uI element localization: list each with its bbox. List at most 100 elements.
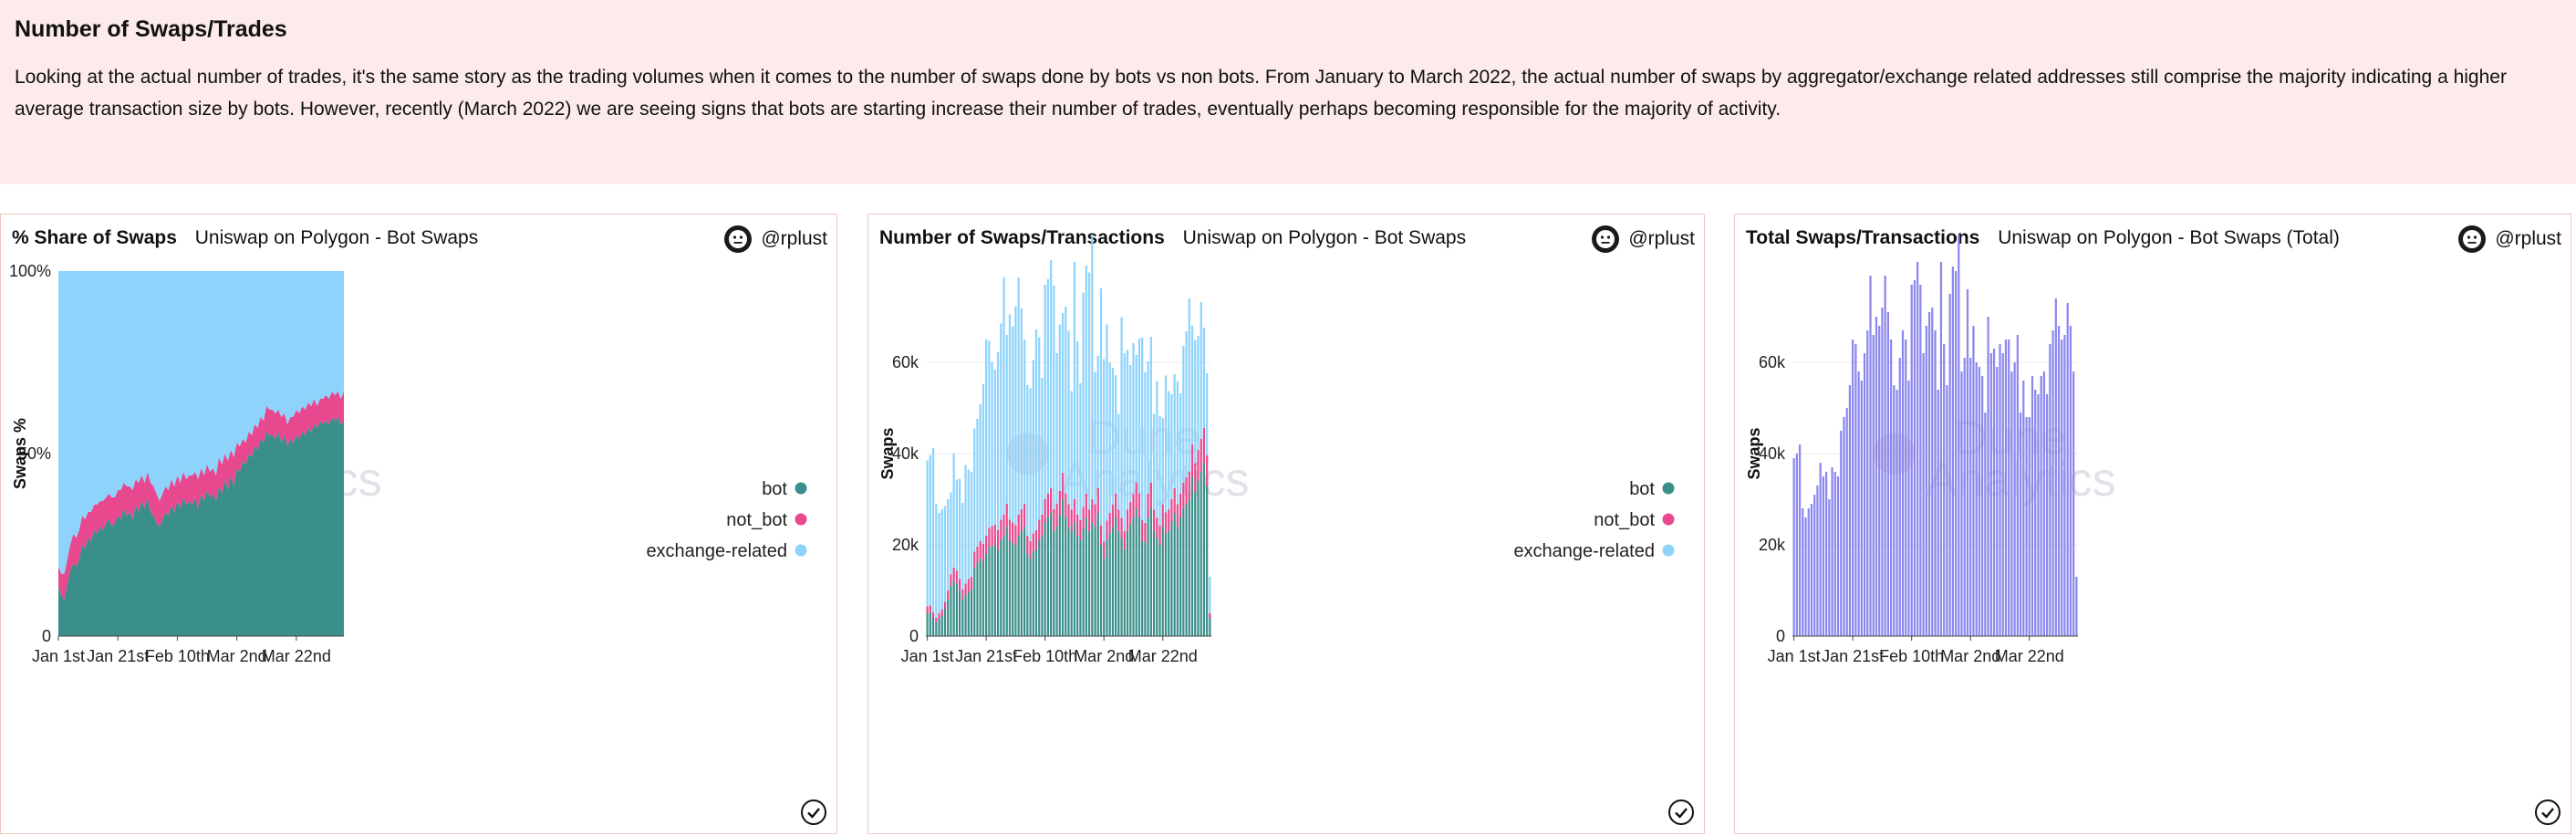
bar-not_bot bbox=[1137, 494, 1141, 517]
author[interactable]: @rplust bbox=[724, 225, 827, 253]
bar-exchange-related bbox=[1103, 359, 1106, 542]
bar-exchange-related bbox=[1173, 374, 1176, 488]
x-tick-label: Mar 2nd bbox=[1074, 647, 1134, 665]
bar-bot bbox=[1206, 486, 1209, 636]
bar-bot bbox=[1065, 517, 1067, 636]
bar-total bbox=[1934, 330, 1937, 636]
bar-not_bot bbox=[961, 590, 964, 600]
bar-not_bot bbox=[952, 568, 955, 581]
bar-not_bot bbox=[976, 547, 979, 563]
bar-total bbox=[1816, 486, 1819, 636]
bar-exchange-related bbox=[979, 404, 982, 541]
author-handle[interactable]: @rplust bbox=[2495, 228, 2561, 249]
bar-exchange-related bbox=[976, 419, 979, 547]
bar-exchange-related bbox=[1087, 272, 1091, 510]
bar-not_bot bbox=[1197, 450, 1200, 481]
bar-total bbox=[1922, 353, 1925, 636]
card-title: % Share of Swaps Uniswap on Polygon - Bo… bbox=[12, 227, 478, 249]
author[interactable]: @rplust bbox=[2458, 225, 2561, 253]
bar-bot bbox=[1002, 536, 1005, 636]
bar-exchange-related bbox=[967, 469, 970, 580]
bar-exchange-related bbox=[929, 455, 931, 606]
bar-exchange-related bbox=[1144, 372, 1147, 523]
text-panel: Number of Swaps/Trades Looking at the ac… bbox=[0, 0, 2576, 184]
bar-not_bot bbox=[1164, 512, 1168, 534]
bar-bot bbox=[1182, 508, 1185, 636]
bar-total bbox=[1857, 371, 1860, 636]
author[interactable]: @rplust bbox=[1592, 225, 1695, 253]
bar-exchange-related bbox=[1073, 262, 1076, 499]
bar-total bbox=[1807, 508, 1810, 636]
author-handle[interactable]: @rplust bbox=[761, 228, 827, 249]
bar-total bbox=[1822, 476, 1824, 636]
bar-not_bot bbox=[985, 536, 988, 554]
bar-total bbox=[1798, 444, 1802, 636]
bar-total bbox=[1946, 385, 1948, 636]
bar-exchange-related bbox=[955, 479, 958, 571]
bar-bot bbox=[991, 546, 993, 636]
bar-not_bot bbox=[940, 610, 943, 616]
bar-exchange-related bbox=[1096, 356, 1099, 488]
bar-total bbox=[1845, 408, 1848, 636]
bar-total bbox=[1999, 344, 2001, 636]
bar-not_bot bbox=[1038, 519, 1041, 540]
bar-total bbox=[2049, 344, 2051, 636]
bar-not_bot bbox=[993, 525, 996, 545]
x-tick-label: Mar 22nd bbox=[1128, 647, 1198, 665]
x-tick-label: Mar 2nd bbox=[207, 647, 267, 665]
bar-bot bbox=[1050, 513, 1053, 636]
neutral-face-icon[interactable] bbox=[724, 225, 753, 253]
bar-not_bot bbox=[955, 570, 958, 584]
bar-exchange-related bbox=[1055, 353, 1058, 504]
y-tick-label: 60k bbox=[892, 353, 919, 371]
bar-exchange-related bbox=[988, 340, 991, 528]
bar-bot bbox=[1117, 531, 1120, 636]
bar-not_bot bbox=[1079, 520, 1082, 540]
bar-not_bot bbox=[1026, 536, 1029, 554]
check-circle-icon[interactable] bbox=[2534, 799, 2561, 826]
bar-not_bot bbox=[926, 606, 929, 613]
bar-total bbox=[1872, 335, 1875, 636]
legend-swatch bbox=[1662, 544, 1675, 557]
bar-exchange-related bbox=[1094, 371, 1096, 505]
bar-bot bbox=[940, 615, 943, 636]
bar-bot bbox=[958, 590, 961, 636]
check-circle-icon[interactable] bbox=[1667, 799, 1695, 826]
bar-exchange-related bbox=[1076, 341, 1079, 515]
bar-total bbox=[1813, 495, 1816, 636]
bar-exchange-related bbox=[1017, 277, 1020, 515]
bar-exchange-related bbox=[940, 509, 943, 610]
bar-bot bbox=[1034, 549, 1038, 636]
bar-exchange-related bbox=[1061, 313, 1065, 473]
bar-total bbox=[1889, 340, 1893, 636]
bar-total bbox=[2063, 335, 2066, 636]
bar-total bbox=[2008, 340, 2010, 636]
neutral-face-icon[interactable] bbox=[1592, 225, 1620, 253]
bar-exchange-related bbox=[926, 460, 929, 607]
author-handle[interactable]: @rplust bbox=[1628, 228, 1695, 249]
bar-total bbox=[1860, 381, 1863, 636]
bar-total bbox=[1810, 504, 1813, 636]
bar-not_bot bbox=[1156, 517, 1158, 538]
bar-exchange-related bbox=[1115, 375, 1117, 494]
chart-title: % Share of Swaps bbox=[12, 227, 177, 248]
bar-not_bot bbox=[1141, 520, 1144, 540]
bar-exchange-related bbox=[1200, 302, 1202, 439]
bar-total bbox=[1819, 463, 1822, 636]
bar-total bbox=[1878, 326, 1881, 636]
x-tick-label: Feb 10th bbox=[145, 647, 210, 665]
bar-exchange-related bbox=[1065, 307, 1067, 494]
bar-not_bot bbox=[1158, 526, 1161, 545]
neutral-face-icon[interactable] bbox=[2458, 225, 2487, 253]
bar-total bbox=[1833, 472, 1836, 636]
x-tick-label: Mar 22nd bbox=[1995, 647, 2064, 665]
bar-bot bbox=[1091, 522, 1094, 636]
bar-total bbox=[1937, 390, 1939, 636]
bar-bot bbox=[926, 613, 929, 636]
bar-not_bot bbox=[1132, 494, 1135, 517]
check-circle-icon[interactable] bbox=[800, 799, 827, 826]
bar-total bbox=[1893, 385, 1896, 636]
bar-bot bbox=[1164, 533, 1168, 636]
chart-card-total: Total Swaps/Transactions Uniswap on Poly… bbox=[1734, 214, 2571, 834]
y-tick-label: 100% bbox=[9, 262, 51, 280]
